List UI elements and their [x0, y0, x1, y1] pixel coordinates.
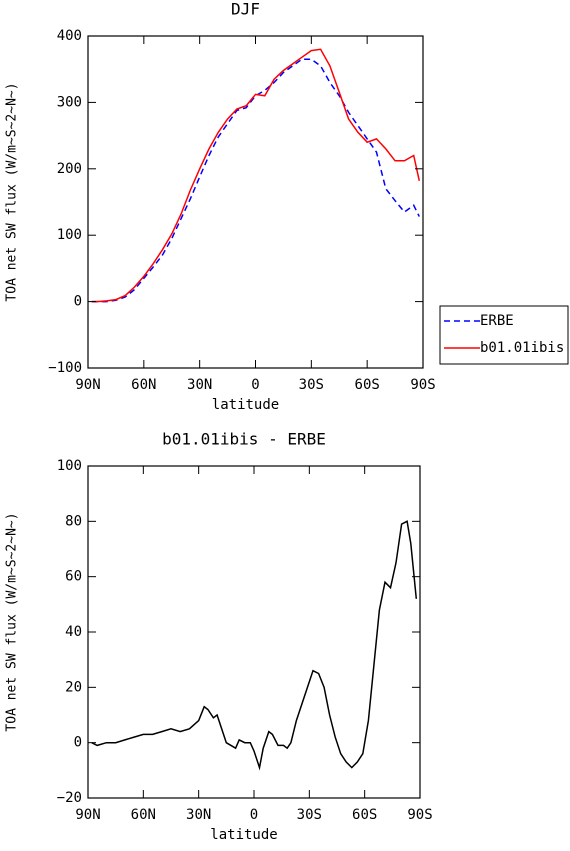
y-tick-label: 80 [65, 513, 82, 529]
chart-title: DJF [231, 0, 260, 19]
legend-label: b01.01ibis [480, 340, 564, 356]
legend-box [439, 305, 569, 365]
y-tick-label: 20 [65, 679, 82, 695]
series-line [91, 48, 421, 303]
y-tick-label: 100 [57, 227, 82, 243]
x-tick-label: 0 [251, 377, 259, 393]
x-tick-label: 30S [297, 807, 322, 823]
y-tick-label: 0 [74, 294, 82, 310]
y-tick-label: 40 [65, 624, 82, 640]
series-line [91, 520, 418, 771]
x-tick-label: 30S [299, 377, 324, 393]
y-axis-label: TOA net SW flux (W/m~S~2~N~) [5, 82, 20, 301]
y-tick-label: −20 [57, 790, 82, 806]
x-tick-label: 90N [75, 377, 100, 393]
series-line [91, 58, 420, 303]
x-axis-label: latitude [212, 397, 279, 413]
y-tick-label: −100 [48, 360, 82, 376]
x-tick-label: 0 [250, 807, 258, 823]
y-tick-label: 200 [57, 161, 82, 177]
x-tick-label: 30N [187, 377, 212, 393]
x-axis-label: latitude [210, 827, 277, 843]
y-tick-label: 60 [65, 569, 82, 585]
x-tick-label: 60S [355, 377, 380, 393]
x-tick-label: 90N [75, 807, 100, 823]
x-tick-label: 60N [131, 377, 156, 393]
y-tick-label: 300 [57, 94, 82, 110]
x-tick-label: 60N [131, 807, 156, 823]
plot-frame [87, 35, 424, 369]
y-tick-label: 0 [74, 735, 82, 751]
plot-frame [87, 465, 421, 799]
y-tick-label: 100 [57, 458, 82, 474]
x-tick-label: 90S [407, 807, 432, 823]
x-tick-label: 30N [186, 807, 211, 823]
x-tick-label: 90S [410, 377, 435, 393]
x-tick-label: 60S [352, 807, 377, 823]
y-axis-label: TOA net SW flux (W/m~S~2~N~) [5, 512, 20, 731]
chart-title: b01.01ibis - ERBE [162, 430, 326, 449]
legend-label: ERBE [480, 313, 514, 329]
y-tick-label: 400 [57, 28, 82, 44]
